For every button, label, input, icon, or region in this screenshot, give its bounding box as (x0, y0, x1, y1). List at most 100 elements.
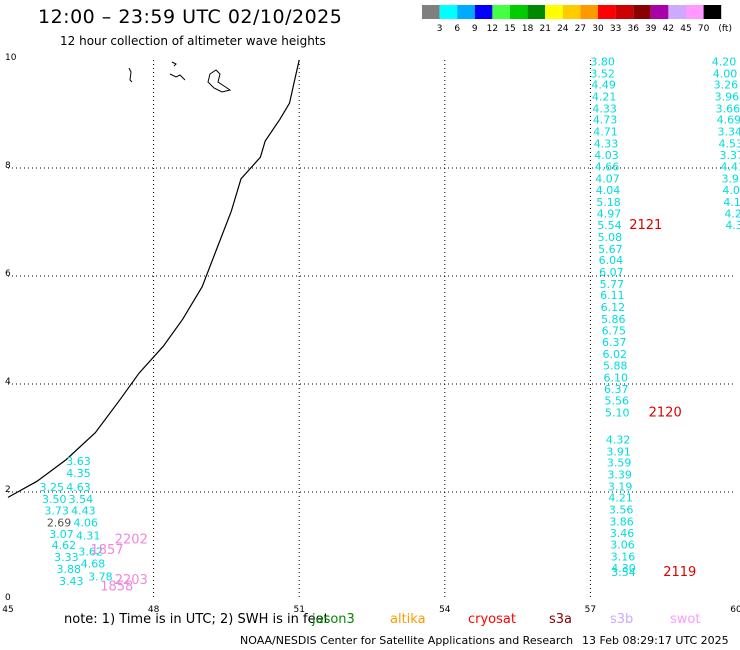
color-legend: 3 6 9 12 15 18 21 24 27 30 33 36 39 42 45 70 (ft) (422, 5, 732, 34)
wave-height-label: 4.33 (594, 137, 619, 150)
x-tick-label: 45 (2, 605, 13, 615)
wave-height-label: 3.56 (609, 504, 634, 517)
wave-height-label: 4.06 (74, 517, 99, 530)
legend-label: 42 (663, 24, 674, 34)
y-tick-label: 2 (5, 485, 11, 495)
legend-swatch (474, 5, 493, 19)
wave-height-label: 4.35 (66, 467, 91, 480)
wave-height-label: 3.19 (608, 480, 633, 493)
wave-height-label: 2.69 (47, 517, 72, 530)
x-tick-label: 48 (148, 605, 160, 615)
legend-label: 21 (539, 24, 550, 34)
coastline (7, 59, 300, 498)
wave-height-label: 4.13 (723, 196, 740, 209)
x-tick-label: 57 (585, 605, 596, 615)
wave-height-label: 6.37 (604, 383, 629, 396)
islands (128, 61, 232, 93)
wave-height-label: 4.20 (724, 208, 740, 221)
wave-height-label: 3.93 (721, 173, 740, 186)
wave-height-label: 4.63 (66, 481, 91, 494)
satellite-name: altika (390, 612, 426, 627)
wave-height-label: 3.33 (54, 551, 79, 564)
wave-height-label: 4.04 (596, 184, 621, 197)
wave-height-label: 3.43 (59, 575, 84, 588)
wave-height-label: 6.02 (603, 348, 628, 361)
wave-height-label: 5.08 (598, 231, 623, 244)
legend-label: 18 (522, 24, 534, 34)
wave-height-label: 3.91 (606, 445, 631, 458)
satellite-name: s3a (549, 612, 573, 627)
wave-height-label: 4.73 (593, 114, 618, 127)
y-tick-label: 0 (5, 593, 11, 603)
wave-height-label: 6.07 (599, 266, 624, 279)
wave-height-label: 4.30 (611, 562, 636, 575)
wave-height-label: 3.78 (88, 571, 113, 584)
wave-height-label: 4.31 (76, 530, 101, 543)
map-grid (8, 60, 736, 600)
wave-height-label: 3.59 (607, 457, 632, 470)
wave-height-label: 3.88 (57, 563, 82, 576)
y-tick-label: 6 (5, 269, 11, 279)
wave-height-label: 3.39 (607, 469, 632, 482)
wave-height-label: 6.04 (599, 254, 624, 267)
legend-swatch (439, 5, 458, 19)
legend-swatch (633, 5, 651, 19)
satellite-name: jason3 (312, 612, 355, 627)
wave-height-label: 6.37 (602, 336, 627, 349)
legend-swatch (422, 5, 440, 19)
legend-label: 45 (680, 24, 691, 34)
wave-height-label: 3.46 (610, 527, 635, 540)
wave-height-label: 5.86 (601, 313, 626, 326)
wave-height-label: 4.41 (720, 161, 740, 174)
wave-height-label: 6.75 (602, 324, 627, 337)
wave-height-label: 3.86 (609, 515, 634, 528)
wave-height-label: 4.66 (595, 161, 620, 174)
legend-swatch (527, 5, 546, 19)
wave-height-label: 5.67 (598, 243, 623, 256)
legend-label: 9 (472, 24, 478, 34)
wave-height-label: 4.35 (725, 219, 740, 232)
legend-swatch (457, 5, 475, 19)
island-shape (169, 61, 186, 81)
legend-swatch (650, 5, 669, 19)
wave-height-label: 4.68 (81, 558, 106, 571)
time-label: 1857 (91, 543, 124, 558)
map-subtitle: 12 hour collection of altimeter wave hei… (60, 34, 326, 48)
time-label: 2121 (629, 218, 662, 233)
wave-height-label: 4.20 (712, 55, 737, 68)
map-title: 12:00 – 23:59 UTC 02/10/2025 (38, 6, 343, 28)
wave-height-label: 3.54 (611, 566, 636, 579)
island-shape (207, 69, 232, 93)
wave-height-label: 6.11 (600, 289, 625, 302)
wave-height-label: 5.77 (600, 278, 625, 291)
x-tick-label: 60 (730, 605, 740, 615)
wave-height-label: 3.96 (715, 91, 740, 104)
wave-height-label: 4.71 (593, 126, 618, 139)
axis-labels: 45 48 51 54 57 60 0 2 4 6 8 10 (2, 53, 740, 615)
wave-height-label: 4.32 (606, 433, 631, 446)
legend-label: 12 (487, 24, 498, 34)
wave-height-label: 4.03 (594, 149, 619, 162)
wave-height-label: 4.01 (722, 184, 740, 197)
legend-swatch (510, 5, 528, 19)
wave-height-label: 4.07 (595, 173, 620, 186)
legend-label: 36 (627, 24, 639, 34)
time-label: 2120 (649, 405, 682, 420)
legend-swatch (598, 5, 616, 19)
wave-height-label: 3.34 (718, 126, 740, 139)
wave-height-label: 6.12 (601, 301, 626, 314)
legend-label: 6 (454, 24, 460, 34)
legend-label: 39 (645, 24, 657, 34)
y-tick-label: 8 (5, 161, 11, 171)
time-label: 2119 (663, 565, 696, 580)
legend-swatch (703, 5, 722, 19)
wave-height-label: 4.43 (71, 505, 96, 518)
satellite-name: swot (670, 612, 701, 627)
wave-height-label: 3.63 (66, 455, 91, 468)
legend-label: 24 (557, 24, 569, 34)
wave-height-label: 4.49 (591, 79, 616, 92)
wave-height-label: 3.80 (590, 55, 615, 68)
wave-height-label: 3.50 (42, 493, 66, 506)
